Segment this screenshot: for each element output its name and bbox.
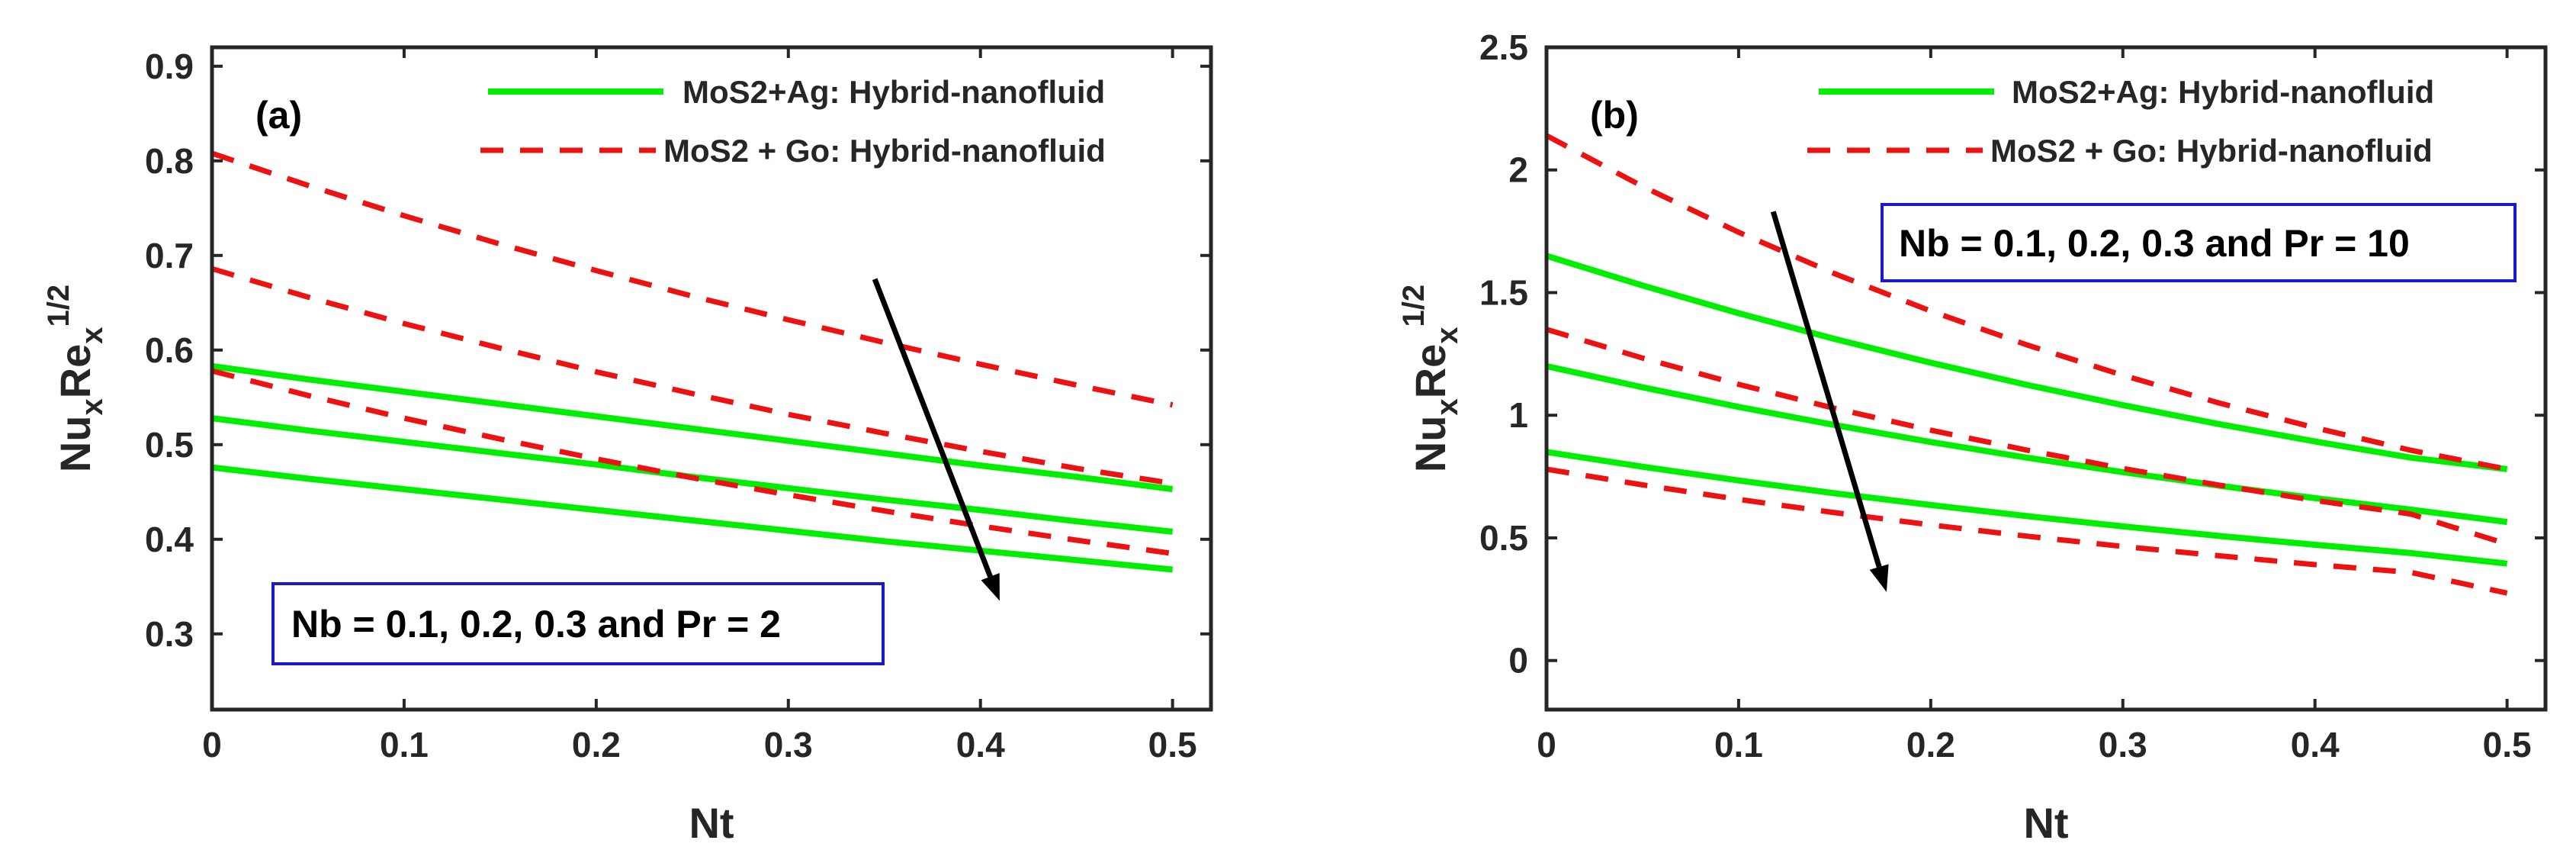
- panel-b-y-tick-label: 1.5: [1479, 272, 1528, 312]
- panel-a-x-tick-label: 0.1: [380, 725, 429, 765]
- panel-a-series-go-nb-01: [210, 150, 1174, 408]
- panel-b-series-ag-nb-01: [1545, 253, 2508, 472]
- panel-a-arrow-shaft: [872, 278, 993, 578]
- panel-a-x-ticks: 0 0.1 0.2 0.3 0.4 0.5: [202, 47, 1197, 765]
- panel-b-legend-ag-label: MoS2+Ag: Hybrid-nanofluid: [2012, 74, 2434, 110]
- panel-a-series-go-nb-03: [211, 368, 1174, 556]
- panel-b-x-tick-label: 0.3: [2099, 725, 2147, 765]
- panel-b-series-go-nb-03: [1546, 466, 2508, 596]
- panel-a-ylabel-sup: 1/2: [42, 285, 75, 327]
- panel-a-legend-ag-label: MoS2+Ag: Hybrid-nanofluid: [683, 74, 1105, 110]
- panel-a-ylabel-nu: Nu: [51, 416, 99, 473]
- panel-b-series-ag-nb-02: [1546, 362, 2508, 526]
- panel-b-ylabel-sup: 1/2: [1397, 285, 1431, 327]
- panel-a-series-ag-nb-03: [211, 464, 1173, 573]
- panel-a-chart: 0 0.1 0.2 0.3 0.4 0.5 0.3 0.4 0.5 0.6 0.7 0.8 0.9 (…: [42, 45, 1213, 847]
- panel-a-x-tick-label: 0.2: [572, 725, 621, 765]
- panel-b-x-tick-label: 0.4: [2291, 725, 2340, 765]
- panel-b-axes-box: [1544, 45, 2548, 712]
- panel-a-ylabel-sub-x1: x: [75, 398, 109, 415]
- panel-b-y-tick-label: 0: [1508, 641, 1528, 681]
- panel-b-ylabel-nu: Nu: [1406, 416, 1454, 473]
- panel-a-series-ag-nb-01: [211, 362, 1174, 493]
- panel-b-series-go-nb-01: [1545, 133, 2508, 472]
- panel-a-y-axis-label: NuxRex1/2: [42, 285, 109, 472]
- panel-b-ylabel-sub-x2: x: [1431, 327, 1464, 343]
- panel-b-y-tick-label: 2.5: [1479, 27, 1528, 67]
- panel-a-x-tick-label: 0: [202, 725, 222, 765]
- panel-a-label: (a): [255, 94, 302, 137]
- panel-b-chart: 0 0.1 0.2 0.3 0.4 0.5 0 0.5 1 1.5 2 2.5 (b) MoS2+A…: [1397, 27, 2548, 847]
- panel-b-series-go-nb-02: [1545, 327, 2508, 547]
- panel-a-series-group: [210, 150, 1174, 573]
- panel-b-y-tick-label: 2: [1508, 150, 1528, 190]
- panel-b-x-axis-label: Nt: [2023, 799, 2068, 847]
- panel-a-axes-box: [210, 45, 1213, 712]
- panel-a-legend-go-label: MoS2 + Go: Hybrid-nanofluid: [663, 133, 1106, 169]
- panel-a-ylabel-sub-x2: x: [75, 327, 109, 343]
- panel-b-legend-go-label: MoS2 + Go: Hybrid-nanofluid: [1990, 133, 2433, 169]
- panel-a-ylabel-re: Re: [51, 344, 99, 399]
- panel-b-ylabel-re: Re: [1406, 344, 1454, 399]
- panel-b-label: (b): [1590, 94, 1639, 137]
- panel-a-x-tick-label: 0.3: [764, 725, 813, 765]
- panel-a-y-tick-label: 0.6: [145, 330, 194, 370]
- panel-b-x-ticks: 0 0.1 0.2 0.3 0.4 0.5: [1537, 47, 2532, 765]
- panel-a-annotation-box: [271, 582, 885, 665]
- panel-b-trend-arrow: [1770, 211, 1889, 592]
- panel-b-legend: MoS2+Ag: Hybrid-nanofluid MoS2 + Go: Hyb…: [1807, 74, 2434, 169]
- panel-b-arrow-shaft: [1770, 211, 1882, 568]
- panel-a-x-tick-label: 0.4: [956, 725, 1005, 765]
- panel-a-arrow-head: [981, 573, 1000, 601]
- panel-a-y-tick-label: 0.8: [145, 141, 194, 181]
- panel-b-annotation-box: [1881, 203, 2517, 282]
- panel-b-arrow-head: [1869, 564, 1889, 592]
- panel-b-series-group: [1545, 133, 2508, 596]
- panel-a-trend-arrow: [872, 278, 1000, 601]
- panel-b-x-tick-label: 0: [1537, 725, 1556, 765]
- panel-b-x-tick-label: 0.5: [2483, 725, 2532, 765]
- panel-a-x-axis-label: Nt: [689, 799, 734, 847]
- panel-b-x-tick-label: 0.1: [1714, 725, 1763, 765]
- panel-b-y-tick-label: 1: [1508, 395, 1528, 435]
- panel-b-y-axis-label: NuxRex1/2: [1397, 285, 1464, 472]
- panel-b-ylabel-sub-x1: x: [1431, 398, 1464, 415]
- panel-b-series-ag-nb-03: [1546, 449, 2508, 567]
- panel-b-y-tick-label: 0.5: [1479, 518, 1528, 558]
- panel-b-annotation-text: Nb = 0.1, 0.2, 0.3 and Pr = 10: [1899, 222, 2410, 265]
- panel-a-y-tick-label: 0.9: [145, 47, 194, 86]
- panel-a-y-tick-label: 0.3: [145, 614, 194, 654]
- panel-a-series-go-nb-02: [211, 266, 1174, 487]
- panel-a-y-ticks: 0.3 0.4 0.5 0.6 0.7 0.8 0.9: [145, 47, 1211, 654]
- panel-a-y-tick-label: 0.7: [145, 236, 194, 275]
- panel-a-y-tick-label: 0.4: [145, 520, 194, 559]
- panel-b-x-tick-label: 0.2: [1906, 725, 1955, 765]
- panel-a-x-tick-label: 0.5: [1148, 725, 1197, 765]
- panel-a-annotation-text: Nb = 0.1, 0.2, 0.3 and Pr = 2: [291, 603, 781, 645]
- panel-a-y-tick-label: 0.5: [145, 425, 194, 465]
- panel-b-y-ticks: 0 0.5 1 1.5 2 2.5: [1479, 27, 2545, 681]
- panel-a-legend: MoS2+Ag: Hybrid-nanofluid MoS2 + Go: Hyb…: [480, 74, 1106, 169]
